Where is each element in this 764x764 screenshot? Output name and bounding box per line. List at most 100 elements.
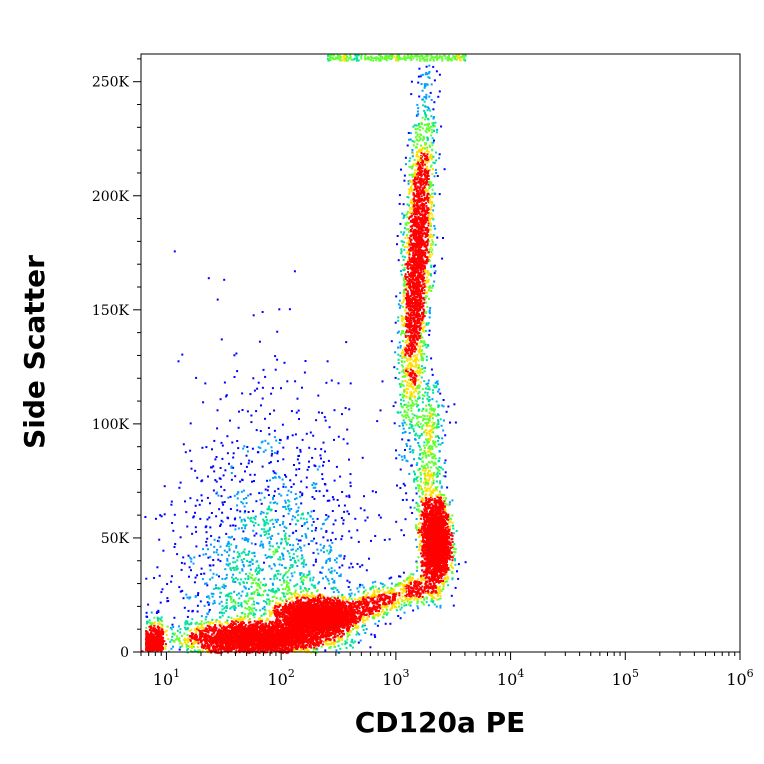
event-dot: [227, 624, 230, 627]
event-dot: [289, 639, 291, 642]
event-dot: [345, 641, 348, 644]
event-dot: [193, 649, 196, 652]
event-dot: [304, 637, 307, 640]
event-dot: [336, 641, 339, 643]
event-dot: [241, 640, 244, 643]
event-dot: [196, 625, 199, 628]
event-dot: [204, 635, 207, 638]
event-dot: [204, 633, 207, 635]
event-dot: [220, 645, 223, 648]
event-dot: [201, 629, 204, 632]
event-dot: [244, 628, 247, 631]
event-dot: [303, 649, 306, 652]
event-dot: [197, 642, 200, 645]
event-dot: [236, 633, 239, 636]
event-dot: [308, 645, 311, 648]
event-dot: [248, 621, 251, 624]
event-dot: [170, 647, 173, 650]
event-dot: [285, 638, 288, 641]
event-dot: [255, 645, 258, 648]
event-dot: [243, 642, 246, 645]
event-dot: [295, 637, 298, 640]
event-dot: [179, 642, 182, 645]
event-dot: [215, 627, 218, 630]
event-dot: [171, 623, 174, 626]
event-dot: [229, 624, 231, 627]
event-dot: [268, 638, 271, 641]
event-dot: [247, 619, 250, 622]
event-dot: [165, 629, 168, 632]
event-dot: [226, 625, 229, 628]
event-dot: [214, 626, 217, 629]
event-dot: [256, 627, 258, 630]
event-dot: [276, 640, 279, 643]
event-dot: [302, 596, 305, 599]
event-dot: [178, 637, 181, 640]
event-dot: [329, 643, 332, 646]
event-dot: [192, 642, 195, 644]
event-dot: [315, 643, 318, 646]
event-dot: [228, 629, 231, 632]
event-dot: [187, 627, 190, 630]
event-dot: [227, 640, 230, 642]
event-dot: [319, 641, 322, 643]
event-dot: [196, 646, 199, 648]
event-dot: [290, 644, 293, 647]
event-dot: [190, 650, 193, 653]
event-dot: [295, 640, 298, 643]
event-dot: [198, 633, 201, 636]
event-dot: [283, 637, 286, 640]
event-dot: [300, 648, 303, 651]
event-dot: [227, 644, 230, 647]
event-dot: [284, 609, 287, 612]
event-dot: [265, 619, 268, 622]
event-dot: [257, 640, 259, 643]
event-dot: [296, 592, 299, 595]
event-dot: [292, 643, 295, 646]
event-dot: [322, 643, 324, 646]
event-dot: [240, 649, 243, 652]
event-dot: [264, 632, 267, 635]
event-dot: [200, 622, 202, 625]
event-dot: [297, 646, 300, 648]
event-dot: [225, 645, 228, 648]
event-dot: [172, 626, 175, 628]
event-dot: [183, 626, 186, 629]
event-dot: [309, 645, 312, 648]
event-dot: [264, 626, 267, 629]
event-dot: [191, 646, 193, 649]
event-dot: [319, 639, 322, 641]
event-dot: [213, 636, 216, 638]
event-dot: [200, 620, 203, 623]
event-dot: [337, 636, 339, 639]
event-dot: [294, 645, 297, 648]
event-dot: [214, 624, 217, 626]
event-dot: [212, 639, 215, 641]
event-dot: [345, 646, 348, 649]
event-dot: [229, 639, 232, 641]
event-dot: [234, 623, 237, 626]
event-dot: [164, 647, 167, 650]
event-dot: [248, 624, 251, 627]
event-dot: [172, 645, 174, 648]
event-dot: [335, 649, 338, 652]
event-dot: [193, 635, 196, 638]
event-dot: [329, 632, 331, 635]
event-dot: [244, 625, 247, 628]
event-dot: [252, 647, 255, 650]
event-dot: [214, 649, 217, 652]
event-dot: [233, 622, 236, 625]
event-dot: [183, 632, 186, 635]
event-dot: [181, 643, 184, 646]
event-dot: [282, 629, 285, 632]
event-dot: [195, 635, 198, 638]
event-dot: [205, 647, 208, 650]
event-dot: [291, 641, 294, 644]
event-dot: [217, 648, 220, 651]
event-dot: [337, 644, 340, 647]
event-dot: [186, 634, 189, 637]
event-dot: [248, 639, 251, 642]
event-dot: [189, 646, 192, 649]
event-dot: [208, 646, 211, 649]
event-dot: [207, 635, 210, 637]
